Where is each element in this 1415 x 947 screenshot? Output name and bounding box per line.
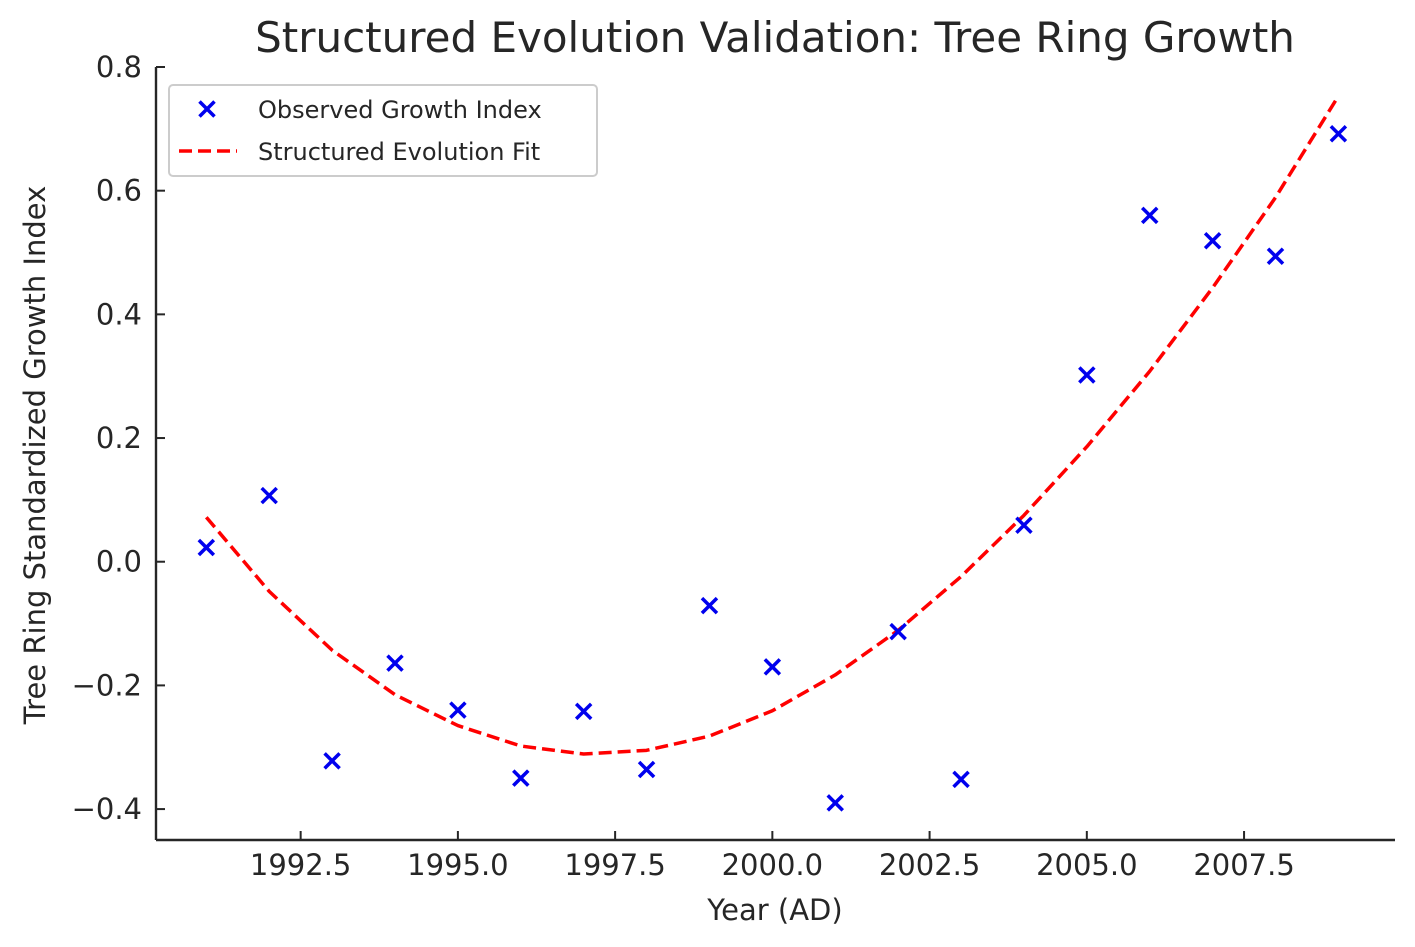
y-axis: −0.4 −0.2 0.0 0.2 0.4 0.6 0.8 [72, 50, 165, 840]
y-tick-label: −0.4 [72, 792, 142, 826]
data-point-stroke [197, 538, 216, 557]
legend: Observed Growth Index Structured Evolutio… [168, 84, 598, 177]
data-point-stroke [1266, 247, 1285, 265]
data-point [952, 770, 970, 789]
data-point-stroke [512, 769, 530, 787]
fit-line [204, 95, 1340, 756]
y-tick-label: −0.2 [72, 668, 142, 702]
x-tick-label: 1997.5 [564, 848, 665, 882]
data-point-stroke [1078, 366, 1096, 384]
legend-marker [198, 100, 216, 118]
x-tick-label: 1995.0 [407, 848, 508, 882]
legend-label: Observed Growth Index [258, 96, 542, 124]
x-tick-label: 2007.5 [1193, 848, 1294, 882]
data-point-stroke [889, 622, 907, 641]
data-point [763, 658, 782, 676]
data-point-stroke [1203, 232, 1222, 250]
data-point-stroke [323, 752, 341, 770]
y-tick-label: 0.8 [96, 50, 142, 84]
y-tick-label: 0.2 [96, 421, 142, 455]
x-axis: 1992.5 1995.0 1997.5 2000.0 2002.5 2005.0 2007… [156, 831, 1395, 882]
data-point-stroke [700, 596, 719, 615]
y-axis-label: Tree Ring Standardized Growth Index [18, 186, 52, 726]
x-tick-label: 2000.0 [722, 848, 823, 882]
legend-item: Structured Evolution Fit [179, 138, 540, 166]
data-point-stroke [574, 702, 593, 721]
data-point [637, 760, 656, 779]
data-point [1203, 232, 1222, 250]
data-point [1140, 206, 1159, 225]
data-point-stroke [1140, 206, 1159, 225]
data-point [1329, 125, 1348, 143]
x-tick-label: 2002.5 [879, 848, 980, 882]
data-point-stroke [449, 701, 467, 719]
data-point [1015, 516, 1033, 534]
data-point [826, 794, 844, 812]
y-tick-label: 0.4 [96, 297, 142, 331]
legend-label: Structured Evolution Fit [258, 138, 540, 166]
data-point [512, 769, 530, 787]
data-point [197, 538, 216, 557]
data-point [386, 654, 404, 672]
data-point [1078, 366, 1096, 384]
data-point [1266, 247, 1285, 265]
x-axis-label: Year (AD) [706, 893, 842, 927]
data-point-stroke [637, 760, 656, 779]
data-point-stroke [1329, 125, 1348, 143]
data-point-stroke [952, 770, 970, 789]
legend-item: Observed Growth Index [198, 96, 542, 124]
data-point-stroke [1015, 516, 1033, 534]
plot-area [197, 95, 1348, 812]
data-point-stroke [763, 658, 782, 676]
legend-box [168, 84, 598, 177]
data-point-stroke [260, 486, 278, 505]
x-tick-label: 2005.0 [1036, 848, 1137, 882]
data-point-stroke [386, 654, 404, 672]
data-point [574, 702, 593, 721]
data-point [700, 596, 719, 615]
data-point [323, 752, 341, 770]
data-point [889, 622, 907, 641]
y-tick-label: 0.6 [96, 174, 142, 208]
data-point [260, 486, 278, 505]
data-point [449, 701, 467, 719]
chart-title: Structured Evolution Validation: Tree Ri… [255, 13, 1295, 62]
x-tick-label: 1992.5 [250, 848, 351, 882]
y-tick-label: 0.0 [96, 545, 142, 579]
data-point-stroke [826, 794, 844, 812]
